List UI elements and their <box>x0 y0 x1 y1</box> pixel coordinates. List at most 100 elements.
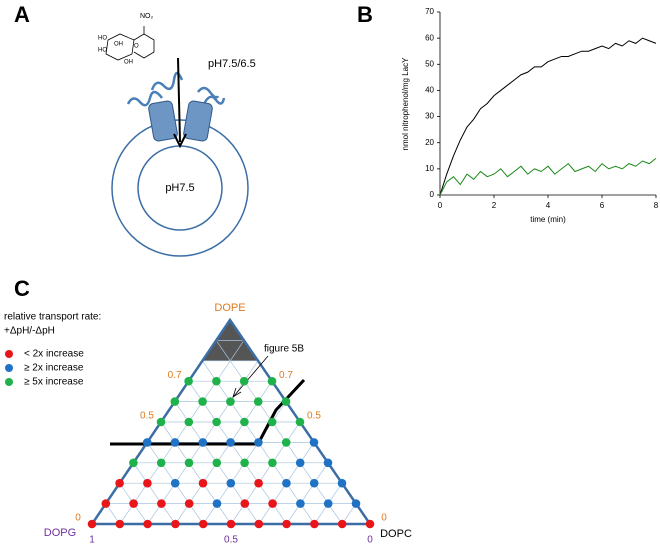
composition-point <box>240 499 250 508</box>
vertex-label: DOPC <box>380 528 412 540</box>
ternary-tick-label: 0.5 <box>224 535 238 546</box>
composition-point <box>184 499 194 508</box>
composition-point <box>239 376 249 386</box>
composition-point <box>282 478 291 488</box>
x-tick-label: 2 <box>492 201 497 210</box>
legend-label: ≥ 5x increase <box>24 377 84 388</box>
y-tick-label: 40 <box>425 86 434 95</box>
x-axis-label: time (min) <box>530 215 566 224</box>
legend-title: +ΔpH/-ΔpH <box>4 326 55 337</box>
composition-point <box>198 397 207 406</box>
ternary-tick-label: 0.7 <box>168 370 182 381</box>
loop <box>202 95 226 105</box>
legend-marker <box>5 378 13 386</box>
composition-point <box>143 478 152 488</box>
annotation: figure 5B <box>264 344 304 355</box>
composition-point <box>184 376 193 386</box>
composition-point <box>337 478 347 488</box>
composition-point <box>143 519 152 529</box>
ternary-grid <box>133 462 176 525</box>
composition-point <box>254 478 263 488</box>
ternary-grid <box>286 462 329 525</box>
molecule-label: O <box>134 44 139 50</box>
composition-point <box>198 478 208 488</box>
y-tick-label: 60 <box>425 33 434 42</box>
molecule-label: OH <box>124 60 133 66</box>
composition-point <box>351 499 361 508</box>
panel-letter: B <box>357 2 373 27</box>
composition-point <box>267 417 277 427</box>
loop <box>126 90 163 107</box>
composition-point <box>226 397 235 406</box>
composition-point <box>156 458 166 468</box>
composition-point <box>296 499 305 508</box>
composition-point <box>281 438 291 447</box>
molecule <box>105 26 155 61</box>
composition-point <box>170 438 180 447</box>
ternary-grid <box>230 421 301 525</box>
composition-point <box>226 519 236 529</box>
ph-label: pH7.5/6.5 <box>208 58 256 70</box>
legend-title: relative transport rate: <box>4 312 101 323</box>
arrow <box>177 57 181 143</box>
composition-point <box>101 499 111 508</box>
composition-point <box>115 519 125 529</box>
legend-label: < 2x increase <box>24 349 84 360</box>
ternary-tick-label: 0.7 <box>279 370 293 381</box>
composition-point <box>156 417 166 427</box>
composition-point <box>198 519 208 529</box>
composition-point <box>254 438 263 447</box>
composition-point <box>323 458 333 468</box>
y-tick-label: 50 <box>425 59 434 68</box>
composition-point <box>240 417 249 427</box>
composition-point <box>309 438 319 447</box>
composition-point <box>267 376 277 386</box>
ternary-tick-label: 1 <box>89 535 95 546</box>
threshold-line <box>110 378 306 446</box>
arrow-head <box>173 133 187 149</box>
vertex-label: DOPG <box>44 527 76 539</box>
x-tick-label: 0 <box>438 201 443 210</box>
composition-point <box>87 519 97 529</box>
panel-letter: C <box>14 276 30 301</box>
legend-marker <box>5 350 13 358</box>
composition-point <box>157 499 166 508</box>
panel-letter: A <box>14 2 30 27</box>
composition-point <box>170 397 180 406</box>
composition-point <box>115 478 124 488</box>
y-tick-label: 70 <box>425 7 434 16</box>
composition-point <box>184 417 194 427</box>
composition-point <box>240 458 249 468</box>
molecule-label: HO <box>98 36 107 42</box>
liposome-diagram <box>105 26 249 257</box>
composition-point <box>309 478 319 488</box>
ternary-grid <box>215 340 343 525</box>
y-tick-label: 10 <box>425 164 434 173</box>
x-tick-label: 8 <box>654 201 659 210</box>
composition-point <box>129 458 138 468</box>
composition-point <box>281 397 291 406</box>
composition-point <box>337 519 347 529</box>
composition-point <box>226 438 235 447</box>
composition-point <box>212 376 221 386</box>
composition-point <box>310 519 319 529</box>
loop <box>197 86 220 99</box>
composition-point <box>184 458 194 468</box>
series-line <box>439 158 657 196</box>
composition-point <box>295 417 305 427</box>
ternary-tick-label: 0.5 <box>140 411 154 422</box>
ternary-grid <box>160 421 232 525</box>
ph-label: pH7.5 <box>165 182 194 194</box>
annotation-arrow <box>233 355 269 397</box>
composition-point <box>171 519 180 529</box>
composition-point <box>142 438 152 447</box>
ternary-tick-label: 0 <box>75 513 81 524</box>
x-tick-label: 6 <box>600 201 605 210</box>
ternary-tick-label: 0 <box>367 535 373 546</box>
y-axis-label: nmol nitrophenol/mg LacY <box>401 57 410 151</box>
molecule-label: NO₂ <box>140 13 154 20</box>
protein <box>183 100 213 142</box>
composition-point <box>323 499 333 508</box>
composition-point <box>268 458 277 468</box>
